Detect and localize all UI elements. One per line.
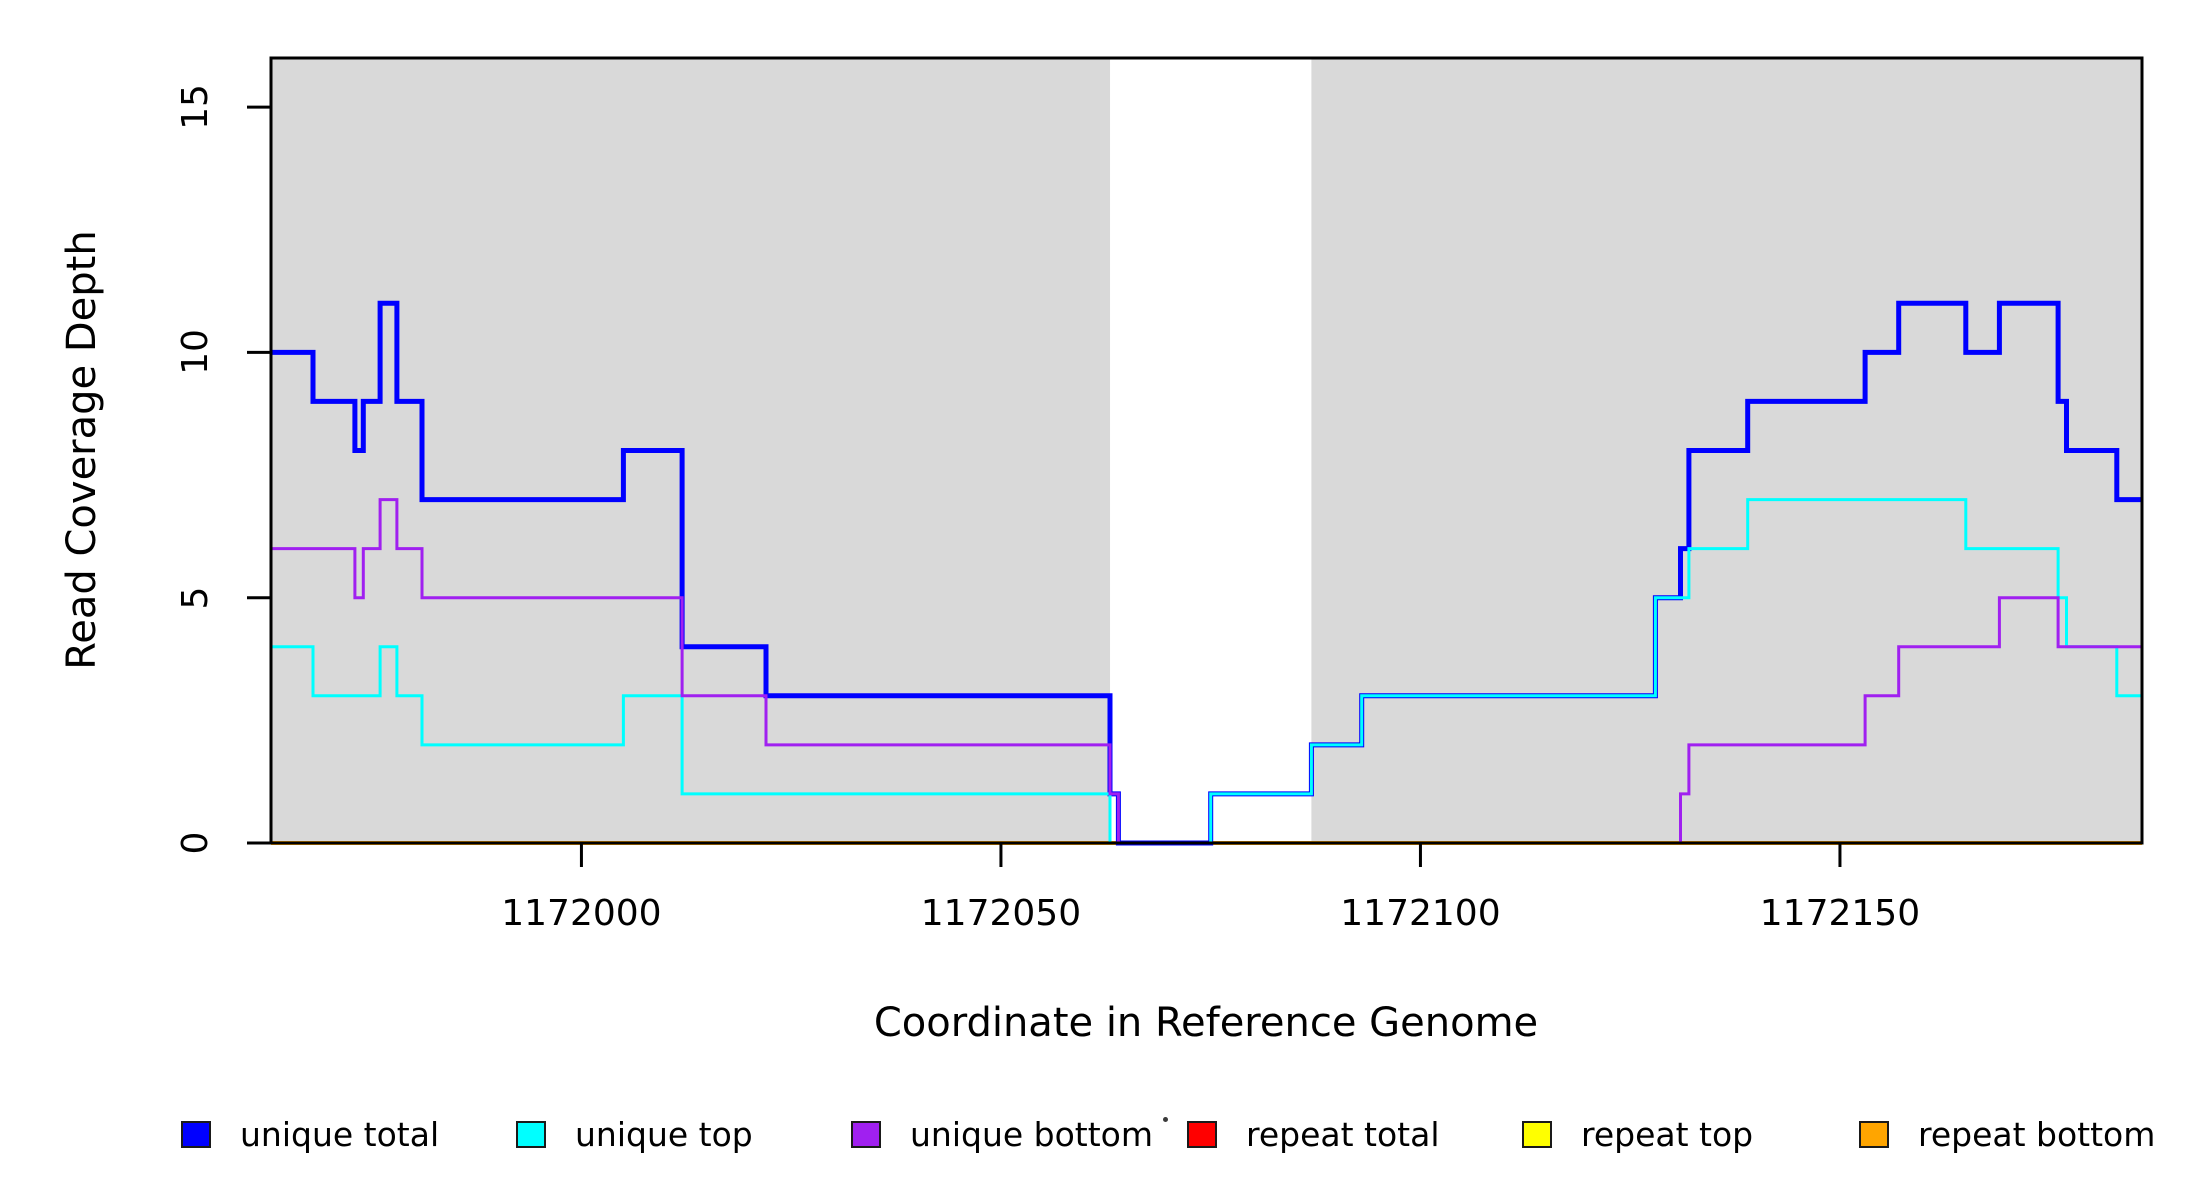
legend-swatch-icon	[516, 1120, 546, 1148]
plot-box-and-ticks	[247, 56, 2144, 867]
legend-item-repeat-top: repeat top	[1522, 1115, 1753, 1154]
legend-label: repeat bottom	[1918, 1114, 2156, 1154]
y-axis-title: Read Coverage Depth	[59, 230, 105, 670]
x-tick-label-1172050: 1172050	[920, 893, 1082, 934]
legend-item-repeat-bottom: repeat bottom	[1859, 1115, 2155, 1154]
legend-label: unique bottom	[910, 1114, 1154, 1154]
plot-border	[269, 56, 2144, 845]
y-tick-label-5: 5	[175, 586, 216, 610]
legend-swatch-icon	[851, 1120, 881, 1148]
legend-swatch-icon	[1859, 1120, 1889, 1148]
y-tick-label-10: 10	[175, 329, 216, 376]
shaded-region-1	[271, 58, 1111, 843]
legend-label: repeat total	[1246, 1114, 1440, 1154]
legend-item-unique-top: unique top	[516, 1115, 753, 1154]
legend-item-unique-total: unique total	[181, 1115, 439, 1154]
shaded-regions	[271, 58, 2142, 843]
stray-dot-mark	[1163, 1117, 1168, 1122]
x-axis-title: Coordinate in Reference Genome	[873, 1000, 1539, 1046]
legend-label: unique top	[575, 1114, 753, 1154]
legend-item-repeat-total: repeat total	[1187, 1115, 1440, 1154]
series-line-unique-top	[271, 498, 2142, 845]
legend-swatch-icon	[1522, 1120, 1552, 1148]
y-tick-label-15: 15	[175, 84, 216, 130]
legend-item-unique-bottom: unique bottom	[851, 1115, 1153, 1154]
legend-label: unique total	[240, 1114, 440, 1154]
legend-swatch-icon	[181, 1120, 211, 1148]
legend-swatch-icon	[1187, 1120, 1217, 1148]
legend-label: repeat top	[1581, 1114, 1754, 1154]
x-tick-label-1172150: 1172150	[1759, 893, 1921, 934]
x-tick-label-1172000: 1172000	[501, 893, 662, 934]
y-tick-label-0: 0	[175, 831, 216, 855]
series-line-unique-bottom	[271, 498, 2142, 845]
x-tick-label-1172100: 1172100	[1340, 893, 1501, 934]
